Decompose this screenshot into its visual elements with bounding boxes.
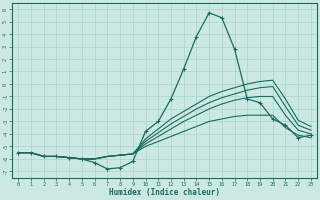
X-axis label: Humidex (Indice chaleur): Humidex (Indice chaleur) (109, 188, 220, 197)
